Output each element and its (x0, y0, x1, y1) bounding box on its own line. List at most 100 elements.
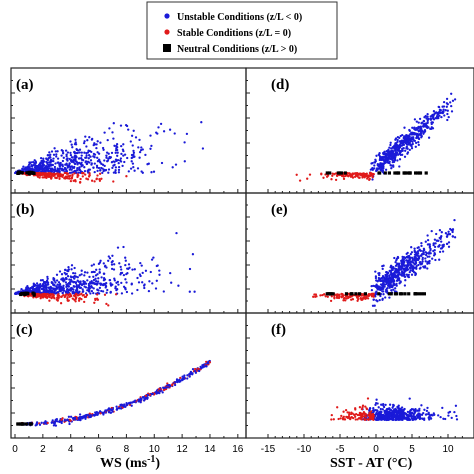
unstable-point (162, 386, 165, 389)
unstable-point (108, 127, 111, 130)
unstable-point (424, 413, 428, 416)
legend: Unstable Conditions (z/L < 0) Stable Con… (146, 1, 338, 60)
unstable-point (447, 230, 450, 233)
unstable-point (408, 257, 412, 261)
unstable-point (52, 169, 56, 172)
unstable-point (400, 274, 404, 277)
unstable-point (399, 153, 402, 157)
unstable-point (450, 416, 453, 420)
stable-point (348, 417, 351, 420)
neutral-point (377, 292, 381, 296)
unstable-point (38, 423, 42, 426)
unstable-point (185, 132, 189, 136)
unstable-point (387, 148, 390, 151)
unstable-point (72, 281, 75, 284)
unstable-point (116, 151, 119, 154)
panel-c-frame (10, 312, 247, 439)
unstable-point (20, 287, 23, 291)
stable-point (179, 376, 182, 380)
unstable-point (86, 139, 89, 142)
unstable-point (86, 279, 89, 282)
unstable-point (446, 109, 449, 112)
unstable-point (125, 281, 128, 284)
unstable-point (73, 277, 76, 280)
unstable-point (122, 273, 126, 277)
unstable-point (40, 287, 44, 291)
unstable-point (66, 290, 70, 293)
unstable-point (72, 285, 75, 288)
tick-labels: 0 2 4 6 8 10 12 14 16 -15 -10 -5 0 5 10 (12, 444, 454, 455)
unstable-point (388, 161, 391, 165)
stable-point (351, 172, 354, 175)
unstable-point (95, 164, 99, 167)
unstable-point (140, 146, 143, 149)
x-tick-label-right: -15 (261, 444, 276, 455)
unstable-point (115, 143, 119, 146)
unstable-point (386, 273, 389, 276)
unstable-point (428, 246, 431, 249)
stable-point (343, 418, 347, 421)
stable-point (62, 294, 65, 297)
unstable-point (55, 285, 58, 288)
stable-point (363, 414, 366, 418)
unstable-point (143, 398, 146, 401)
unstable-point (87, 282, 91, 286)
unstable-point (83, 151, 86, 154)
unstable-point (72, 271, 75, 275)
stable-point (25, 173, 29, 177)
stable-point (342, 299, 345, 302)
stable-point (321, 293, 324, 297)
unstable-point (386, 284, 390, 287)
unstable-point (46, 158, 50, 162)
stable-point (126, 403, 129, 406)
unstable-point (402, 410, 405, 414)
unstable-point (403, 126, 406, 129)
stable-point (358, 176, 361, 179)
unstable-point (437, 105, 440, 109)
stable-point (76, 173, 79, 176)
unstable-point (54, 287, 57, 291)
unstable-point (403, 135, 406, 138)
unstable-point (411, 126, 414, 129)
stable-point (88, 174, 91, 177)
unstable-point (60, 418, 63, 421)
unstable-point (71, 287, 74, 290)
unstable-point (73, 142, 77, 146)
unstable-point (389, 143, 392, 147)
unstable-point (393, 412, 396, 415)
unstable-point (75, 283, 78, 287)
stable-point (47, 175, 50, 179)
unstable-point (119, 124, 123, 127)
unstable-point (88, 161, 91, 164)
stable-point (98, 172, 102, 175)
stable-point (341, 418, 345, 421)
unstable-point (43, 421, 46, 424)
unstable-point (147, 162, 150, 165)
unstable-point (155, 279, 158, 282)
unstable-point (53, 277, 56, 281)
unstable-point (149, 270, 152, 274)
unstable-point (419, 133, 423, 137)
unstable-point (119, 160, 123, 163)
unstable-point (393, 153, 396, 156)
unstable-point (396, 135, 400, 139)
unstable-point (158, 269, 161, 272)
stable-point (173, 383, 177, 387)
neutral-point (400, 292, 404, 296)
unstable-point (453, 98, 457, 101)
unstable-point (70, 264, 74, 267)
stable-point (330, 295, 333, 298)
unstable-point (39, 283, 42, 286)
unstable-point (140, 264, 143, 267)
unstable-point (29, 286, 32, 290)
unstable-point (437, 239, 440, 242)
unstable-point (415, 267, 418, 270)
unstable-point (115, 405, 118, 408)
unstable-point (109, 291, 112, 294)
unstable-point (444, 417, 447, 421)
unstable-point (87, 413, 90, 416)
unstable-point (107, 152, 110, 155)
unstable-point (72, 291, 75, 294)
unstable-point (85, 156, 88, 159)
unstable-point (120, 152, 123, 156)
